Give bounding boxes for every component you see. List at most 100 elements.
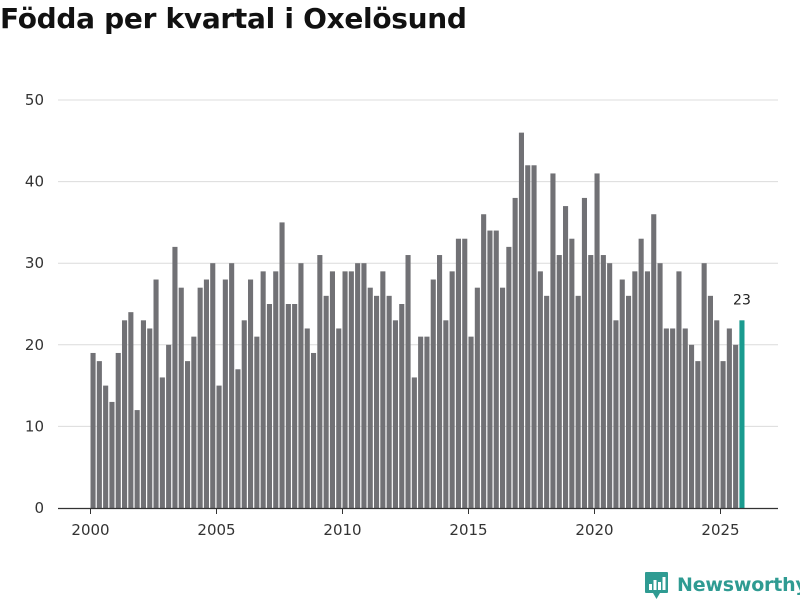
bar [537, 271, 543, 508]
newsworthy-logo-icon [645, 571, 668, 599]
bar [285, 304, 291, 508]
chart-title: Födda per kvartal i Oxelösund [0, 2, 467, 35]
bar [707, 295, 713, 508]
x-tick-label: 2010 [323, 521, 361, 539]
bar [153, 279, 159, 508]
bar [613, 320, 619, 508]
bar [701, 263, 707, 508]
bar [563, 206, 569, 508]
bar [367, 287, 373, 508]
last-value-label: 23 [733, 292, 751, 308]
bar [733, 344, 739, 508]
bar [506, 246, 512, 508]
bar [374, 295, 380, 508]
x-axis: 2000 2005 2010 2015 2020 2025 [58, 507, 778, 539]
data-labels: 23 [733, 292, 751, 308]
bar [569, 238, 575, 508]
bar [140, 320, 146, 508]
bar [329, 271, 335, 508]
bar [392, 320, 398, 508]
bar [96, 361, 102, 508]
bar [279, 222, 285, 508]
bar [122, 320, 128, 508]
y-tick-label: 50 [25, 91, 44, 109]
bar [518, 132, 524, 508]
bar [581, 197, 587, 509]
bar [726, 328, 732, 508]
bar [512, 197, 518, 509]
bar [342, 271, 348, 508]
x-tick-label: 2020 [575, 521, 613, 539]
bar [348, 271, 354, 508]
bar [260, 271, 266, 508]
bar [380, 271, 386, 508]
bar [437, 255, 443, 508]
bars [90, 132, 745, 509]
bar [405, 255, 411, 508]
bar [399, 304, 405, 508]
y-axis-ticks: 0 10 20 30 40 50 [25, 91, 44, 517]
bar [273, 271, 279, 508]
bar [90, 352, 96, 508]
bar [657, 263, 663, 508]
bar [298, 263, 304, 508]
bar [651, 214, 657, 509]
gridlines [58, 99, 778, 427]
newsworthy-brand: Newsworthy [644, 569, 800, 601]
bar [222, 279, 228, 508]
bar [531, 165, 537, 508]
bar [128, 312, 134, 508]
y-tick-label: 30 [25, 254, 44, 272]
bar [197, 287, 203, 508]
bar [544, 295, 550, 508]
bar [424, 336, 430, 508]
bar [676, 271, 682, 508]
bar [203, 279, 209, 508]
x-tick-label: 2005 [197, 521, 235, 539]
bar [266, 304, 272, 508]
bar [430, 279, 436, 508]
bar [172, 246, 178, 508]
bar [670, 328, 676, 508]
x-tick-label: 2015 [449, 521, 487, 539]
bar [178, 287, 184, 508]
bar [418, 336, 424, 508]
bar [720, 361, 726, 508]
bar [468, 336, 474, 508]
bar [550, 173, 556, 508]
bar [607, 263, 613, 508]
bar [493, 230, 499, 508]
bar [191, 336, 197, 508]
x-tick-label: 2000 [71, 521, 109, 539]
bar [411, 377, 417, 508]
bar [449, 271, 455, 508]
bar [556, 255, 562, 508]
bar [455, 238, 461, 508]
bar [588, 255, 594, 508]
bar [355, 263, 361, 508]
bar [682, 328, 688, 508]
bar [361, 263, 367, 508]
bar [695, 361, 701, 508]
y-tick-label: 20 [25, 336, 44, 354]
bar [115, 352, 121, 508]
bar [626, 295, 632, 508]
bar [632, 271, 638, 508]
bar [644, 271, 650, 508]
bar [336, 328, 342, 508]
bar [481, 214, 487, 509]
bar [474, 287, 480, 508]
brand-name: Newsworthy [677, 574, 800, 596]
bar [109, 401, 115, 508]
bar [147, 328, 153, 508]
bar [714, 320, 720, 508]
bar [166, 344, 172, 508]
bar [443, 320, 449, 508]
bar [500, 287, 506, 508]
bar [317, 255, 323, 508]
bar [386, 295, 392, 508]
bar [689, 344, 695, 508]
bar [663, 328, 669, 508]
bar [185, 361, 191, 508]
